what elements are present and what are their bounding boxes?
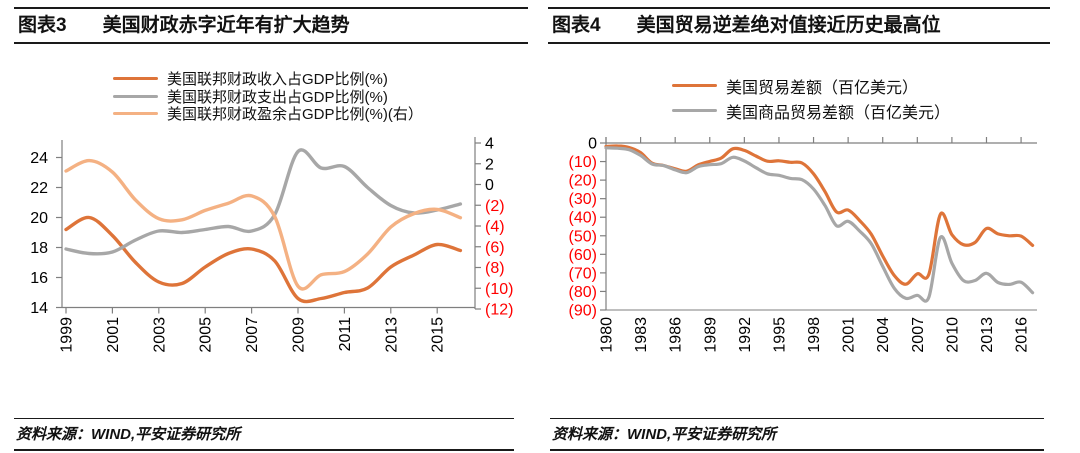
revenue-line-swatch bbox=[113, 77, 158, 81]
legend-label-goods-balance: 美国商品贸易差额（百亿美元） bbox=[726, 104, 951, 122]
figure4-label: 图表4 bbox=[552, 15, 601, 36]
legend-item-spending: 美国联邦财政支出占GDP比例(%) bbox=[113, 88, 423, 106]
figure4-source: 资料来源：WIND,平安证券研究所 bbox=[550, 418, 1044, 451]
figure3-panel: 图表3 美国财政赤字近年有扩大趋势 美国联邦财政收入占GDP比例(%) 美国联邦财… bbox=[14, 7, 528, 451]
figure4-panel: 图表4 美国贸易逆差绝对值接近历史最高位 美国贸易差额（百亿美元） 美国商品贸易差… bbox=[540, 0, 1080, 453]
legend-item-trade-balance: 美国贸易差额（百亿美元） bbox=[672, 73, 950, 98]
goods-balance-line-swatch bbox=[672, 108, 717, 113]
trade-balance-line-swatch bbox=[672, 83, 717, 88]
figure3-legend: 美国联邦财政收入占GDP比例(%) 美国联邦财政支出占GDP比例(%) 美国联邦… bbox=[113, 70, 423, 123]
legend-label-surplus: 美国联邦财政盈余占GDP比例(%)(右） bbox=[167, 106, 423, 124]
figure3-source-text: 资料来源：WIND,平安证券研究所 bbox=[16, 426, 241, 443]
figure4-legend: 美国贸易差额（百亿美元） 美国商品贸易差额（百亿美元） bbox=[672, 73, 950, 123]
figure3-header: 图表3 美国财政赤字近年有扩大趋势 bbox=[14, 7, 528, 44]
figure3-title: 美国财政赤字近年有扩大趋势 bbox=[102, 15, 350, 36]
legend-label-trade-balance: 美国贸易差额（百亿美元） bbox=[726, 79, 919, 97]
legend-label-spending: 美国联邦财政支出占GDP比例(%) bbox=[167, 88, 388, 106]
figure4-header: 图表4 美国贸易逆差绝对值接近历史最高位 bbox=[548, 7, 1050, 44]
spending-line-swatch bbox=[113, 94, 158, 98]
legend-item-revenue: 美国联邦财政收入占GDP比例(%) bbox=[113, 70, 423, 88]
legend-label-revenue: 美国联邦财政收入占GDP比例(%) bbox=[167, 71, 388, 89]
figure4-title: 美国贸易逆差绝对值接近历史最高位 bbox=[636, 15, 941, 36]
surplus-line-swatch bbox=[113, 112, 158, 116]
figure3-label: 图表3 bbox=[18, 15, 67, 36]
legend-item-goods-balance: 美国商品贸易差额（百亿美元） bbox=[672, 98, 950, 123]
figure3-source: 资料来源：WIND,平安证券研究所 bbox=[14, 418, 514, 451]
legend-item-surplus: 美国联邦财政盈余占GDP比例(%)(右） bbox=[113, 105, 423, 123]
figure4-source-text: 资料来源：WIND,平安证券研究所 bbox=[552, 426, 777, 443]
